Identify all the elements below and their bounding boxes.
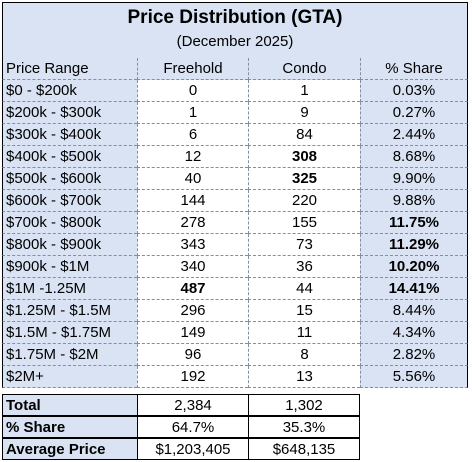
cell-freehold: 40 bbox=[137, 168, 248, 190]
cell-share: 9.88% bbox=[360, 190, 468, 212]
cell-freehold: 192 bbox=[137, 366, 248, 388]
cell-share: 11.29% bbox=[360, 234, 468, 256]
footer-share-freehold: 64.7% bbox=[137, 416, 248, 438]
cell-share: 2.44% bbox=[360, 124, 468, 146]
cell-condo: 36 bbox=[248, 256, 360, 278]
footer-label-total: Total bbox=[2, 394, 137, 416]
table-title: Price Distribution (GTA) bbox=[127, 7, 343, 28]
cell-range: $200k - $300k bbox=[2, 102, 137, 124]
cell-range: $0 - $200k bbox=[2, 80, 137, 102]
cell-share: 9.90% bbox=[360, 168, 468, 190]
cell-range: $1.25M - $1.5M bbox=[2, 300, 137, 322]
footer-total-freehold: 2,384 bbox=[137, 394, 248, 416]
cell-range: $400k - $500k bbox=[2, 146, 137, 168]
cell-share: 8.44% bbox=[360, 300, 468, 322]
cell-share: 8.68% bbox=[360, 146, 468, 168]
cell-range: $500k - $600k bbox=[2, 168, 137, 190]
table-header-block: Price Distribution (GTA) (December 2025) bbox=[2, 2, 468, 59]
cell-share: 4.34% bbox=[360, 322, 468, 344]
cell-freehold: 1 bbox=[137, 102, 248, 124]
footer-total-condo: 1,302 bbox=[248, 394, 360, 416]
cell-freehold: 340 bbox=[137, 256, 248, 278]
cell-freehold: 278 bbox=[137, 212, 248, 234]
cell-freehold: 144 bbox=[137, 190, 248, 212]
cell-freehold: 487 bbox=[137, 278, 248, 300]
cell-freehold: 96 bbox=[137, 344, 248, 366]
cell-condo: 84 bbox=[248, 124, 360, 146]
cell-freehold: 343 bbox=[137, 234, 248, 256]
cell-range: $700k - $800k bbox=[2, 212, 137, 234]
cell-freehold: 0 bbox=[137, 80, 248, 102]
column-header-freehold: Freehold bbox=[137, 58, 248, 80]
cell-freehold: 6 bbox=[137, 124, 248, 146]
cell-share: 11.75% bbox=[360, 212, 468, 234]
footer-average-freehold: $1,203,405 bbox=[137, 438, 248, 460]
cell-condo: 73 bbox=[248, 234, 360, 256]
cell-range: $1.75M - $2M bbox=[2, 344, 137, 366]
cell-share: 0.03% bbox=[360, 80, 468, 102]
cell-freehold: 149 bbox=[137, 322, 248, 344]
cell-share: 5.56% bbox=[360, 366, 468, 388]
cell-freehold: 12 bbox=[137, 146, 248, 168]
cell-condo: 15 bbox=[248, 300, 360, 322]
footer-average-condo: $648,135 bbox=[248, 438, 360, 460]
cell-condo: 44 bbox=[248, 278, 360, 300]
cell-condo: 11 bbox=[248, 322, 360, 344]
cell-share: 0.27% bbox=[360, 102, 468, 124]
cell-condo: 308 bbox=[248, 146, 360, 168]
cell-condo: 220 bbox=[248, 190, 360, 212]
cell-range: $600k - $700k bbox=[2, 190, 137, 212]
cell-range: $900k - $1M bbox=[2, 256, 137, 278]
cell-range: $800k - $900k bbox=[2, 234, 137, 256]
cell-condo: 9 bbox=[248, 102, 360, 124]
footer-label-average: Average Price bbox=[2, 438, 137, 460]
footer-label-share: % Share bbox=[2, 416, 137, 438]
cell-share: 14.41% bbox=[360, 278, 468, 300]
column-header-share: % Share bbox=[360, 58, 468, 80]
column-header-condo: Condo bbox=[248, 58, 360, 80]
cell-condo: 13 bbox=[248, 366, 360, 388]
cell-freehold: 296 bbox=[137, 300, 248, 322]
cell-range: $1.5M - $1.75M bbox=[2, 322, 137, 344]
cell-range: $2M+ bbox=[2, 366, 137, 388]
footer-share-condo: 35.3% bbox=[248, 416, 360, 438]
cell-condo: 325 bbox=[248, 168, 360, 190]
cell-range: $1M -1.25M bbox=[2, 278, 137, 300]
cell-condo: 8 bbox=[248, 344, 360, 366]
cell-condo: 155 bbox=[248, 212, 360, 234]
cell-condo: 1 bbox=[248, 80, 360, 102]
column-header-price-range: Price Range bbox=[2, 58, 137, 80]
table-subtitle: (December 2025) bbox=[176, 33, 294, 50]
cell-share: 10.20% bbox=[360, 256, 468, 278]
cell-range: $300k - $400k bbox=[2, 124, 137, 146]
cell-share: 2.82% bbox=[360, 344, 468, 366]
